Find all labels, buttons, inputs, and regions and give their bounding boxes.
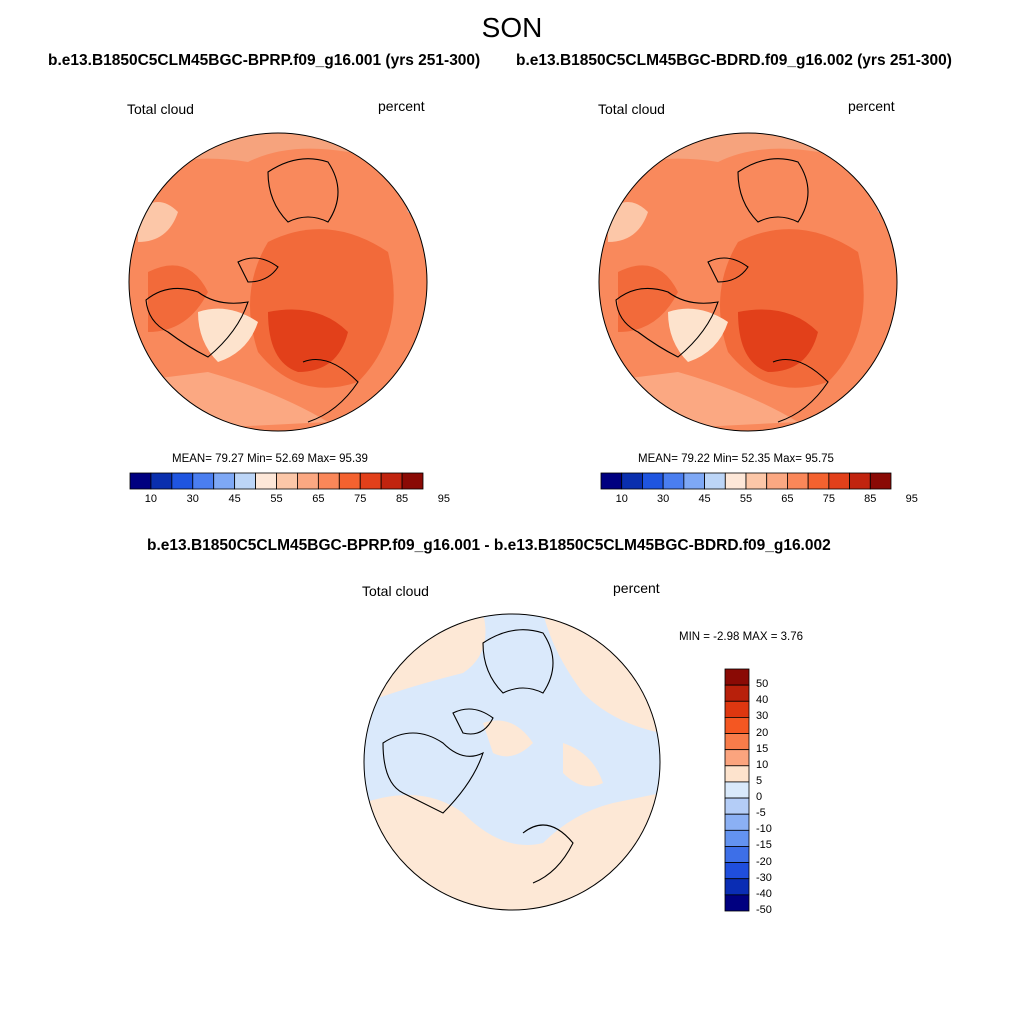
colorbar-tick-label: 30 — [756, 710, 769, 723]
panel-2-units-label: percent — [848, 98, 895, 114]
colorbar-tick-label: 30 — [186, 493, 199, 505]
colorbar-swatch — [380, 472, 403, 490]
colorbar-tick-label: 30 — [657, 493, 670, 505]
colorbar-swatch — [213, 472, 236, 490]
colorbar-swatch — [724, 765, 750, 783]
colorbar-swatch — [642, 472, 664, 490]
colorbar-swatch — [724, 472, 747, 490]
colorbar-swatch — [600, 472, 623, 490]
colorbar-swatch — [359, 472, 382, 490]
panel-2-polar-map — [598, 132, 898, 432]
colorbar-swatch — [724, 894, 750, 912]
panel-1-variable-label: Total cloud — [127, 101, 194, 117]
panel-2-title: b.e13.B1850C5CLM45BGC-BDRD.f09_g16.002 (… — [516, 52, 952, 69]
colorbar-tick-label: 40 — [756, 694, 769, 707]
diff-coastlines — [382, 629, 574, 884]
colorbar-tick-label: -10 — [756, 823, 772, 836]
panel-1-units-label: percent — [378, 98, 425, 114]
colorbar-swatch — [724, 749, 750, 767]
colorbar-swatch — [766, 472, 788, 490]
colorbar-swatch — [662, 472, 685, 490]
colorbar-swatch — [704, 472, 726, 490]
colorbar-tick-label: 0 — [756, 791, 763, 804]
colorbar-tick-label: 65 — [312, 493, 325, 505]
diff-polar-map — [363, 613, 661, 911]
panel-1-stats: MEAN= 79.27 Min= 52.69 Max= 95.39 — [172, 453, 368, 465]
colorbar-tick-label: 45 — [228, 493, 241, 505]
colorbar-tick-label: 55 — [739, 493, 753, 505]
colorbar-tick-label: -30 — [756, 871, 772, 884]
colorbar-swatch — [724, 862, 750, 880]
season-title: SON — [481, 12, 543, 43]
diff-colorbar-labels: 50 40 30 20 15 10 5 0 -5 -10 -15 -20 -30 -40 -50 — [756, 669, 786, 916]
colorbar-tick-label: 50 — [756, 678, 769, 691]
colorbar-swatch — [745, 472, 768, 490]
colorbar-tick-label: 85 — [864, 493, 877, 505]
colorbar-tick-label: -20 — [756, 855, 772, 868]
colorbar-swatch — [255, 472, 277, 490]
colorbar-tick-label: 45 — [698, 493, 711, 505]
colorbar-swatch — [724, 684, 750, 702]
colorbar-tick-label: -15 — [756, 839, 772, 852]
colorbar-swatch — [724, 813, 750, 831]
colorbar-swatch — [297, 472, 319, 490]
colorbar-tick-label: -5 — [756, 807, 766, 820]
colorbar-swatch — [869, 472, 892, 490]
colorbar-tick-label: 10 — [615, 493, 628, 505]
colorbar-swatch — [724, 878, 750, 896]
colorbar-swatch — [276, 472, 298, 490]
colorbar-swatch — [724, 797, 750, 815]
colorbar-swatch — [317, 472, 340, 490]
panel-2-colorbar — [600, 472, 892, 490]
colorbar-tick-label: 10 — [144, 493, 158, 505]
panel-1-polar-map — [128, 132, 428, 432]
colorbar-swatch — [401, 472, 424, 490]
colorbar-tick-label: 85 — [395, 493, 409, 505]
panel-2-variable-label: Total cloud — [598, 101, 665, 117]
colorbar-tick-label: 95 — [437, 493, 451, 505]
panel-1-colorbar — [129, 472, 424, 490]
colorbar-swatch — [849, 472, 871, 490]
colorbar-tick-label: 75 — [822, 493, 835, 505]
colorbar-swatch — [724, 846, 750, 863]
colorbar-swatch — [724, 717, 750, 734]
colorbar-tick-label: 65 — [781, 493, 794, 505]
colorbar-tick-label: 75 — [354, 493, 367, 505]
diff-colorbar — [724, 668, 750, 912]
colorbar-tick-label: 5 — [756, 774, 763, 787]
colorbar-swatch — [807, 472, 830, 490]
colorbar-swatch — [129, 472, 152, 490]
diff-panel-units-label: percent — [613, 580, 660, 596]
colorbar-tick-label: -40 — [756, 887, 772, 900]
colorbar-tick-label: 20 — [756, 726, 769, 739]
panel-2-stats: MEAN= 79.22 Min= 52.35 Max= 95.75 — [638, 453, 834, 465]
colorbar-swatch — [192, 472, 215, 490]
colorbar-swatch — [724, 700, 750, 718]
panel-2-colorbar-labels: 10 30 45 55 65 75 85 95 — [601, 493, 918, 507]
panel-1-title: b.e13.B1850C5CLM45BGC-BPRP.f09_g16.001 (… — [48, 52, 481, 69]
diff-panel-stats: MIN = -2.98 MAX = 3.76 — [679, 631, 804, 643]
colorbar-tick-label: 15 — [756, 742, 769, 755]
colorbar-swatch — [724, 668, 750, 686]
diff-panel-title: b.e13.B1850C5CLM45BGC-BPRP.f09_g16.001 -… — [147, 537, 831, 554]
colorbar-swatch — [621, 472, 643, 490]
colorbar-swatch — [724, 733, 750, 751]
colorbar-swatch — [150, 472, 173, 490]
panel-1-coastlines — [145, 158, 359, 423]
panel-2-coastlines — [615, 158, 829, 423]
colorbar-tick-label: 55 — [270, 493, 283, 505]
colorbar-swatch — [724, 781, 750, 799]
colorbar-swatch — [338, 472, 361, 490]
diff-panel-variable-label: Total cloud — [362, 583, 429, 599]
colorbar-swatch — [683, 472, 705, 490]
colorbar-swatch — [234, 472, 256, 490]
colorbar-swatch — [828, 472, 850, 490]
colorbar-swatch — [171, 472, 194, 490]
panel-1-colorbar-labels: 10 30 45 55 65 75 85 95 — [130, 493, 450, 507]
colorbar-tick-label: 10 — [756, 758, 769, 771]
colorbar-swatch — [787, 472, 809, 490]
colorbar-tick-label: 95 — [905, 493, 918, 505]
colorbar-swatch — [724, 829, 750, 847]
colorbar-tick-label: -50 — [756, 904, 772, 916]
